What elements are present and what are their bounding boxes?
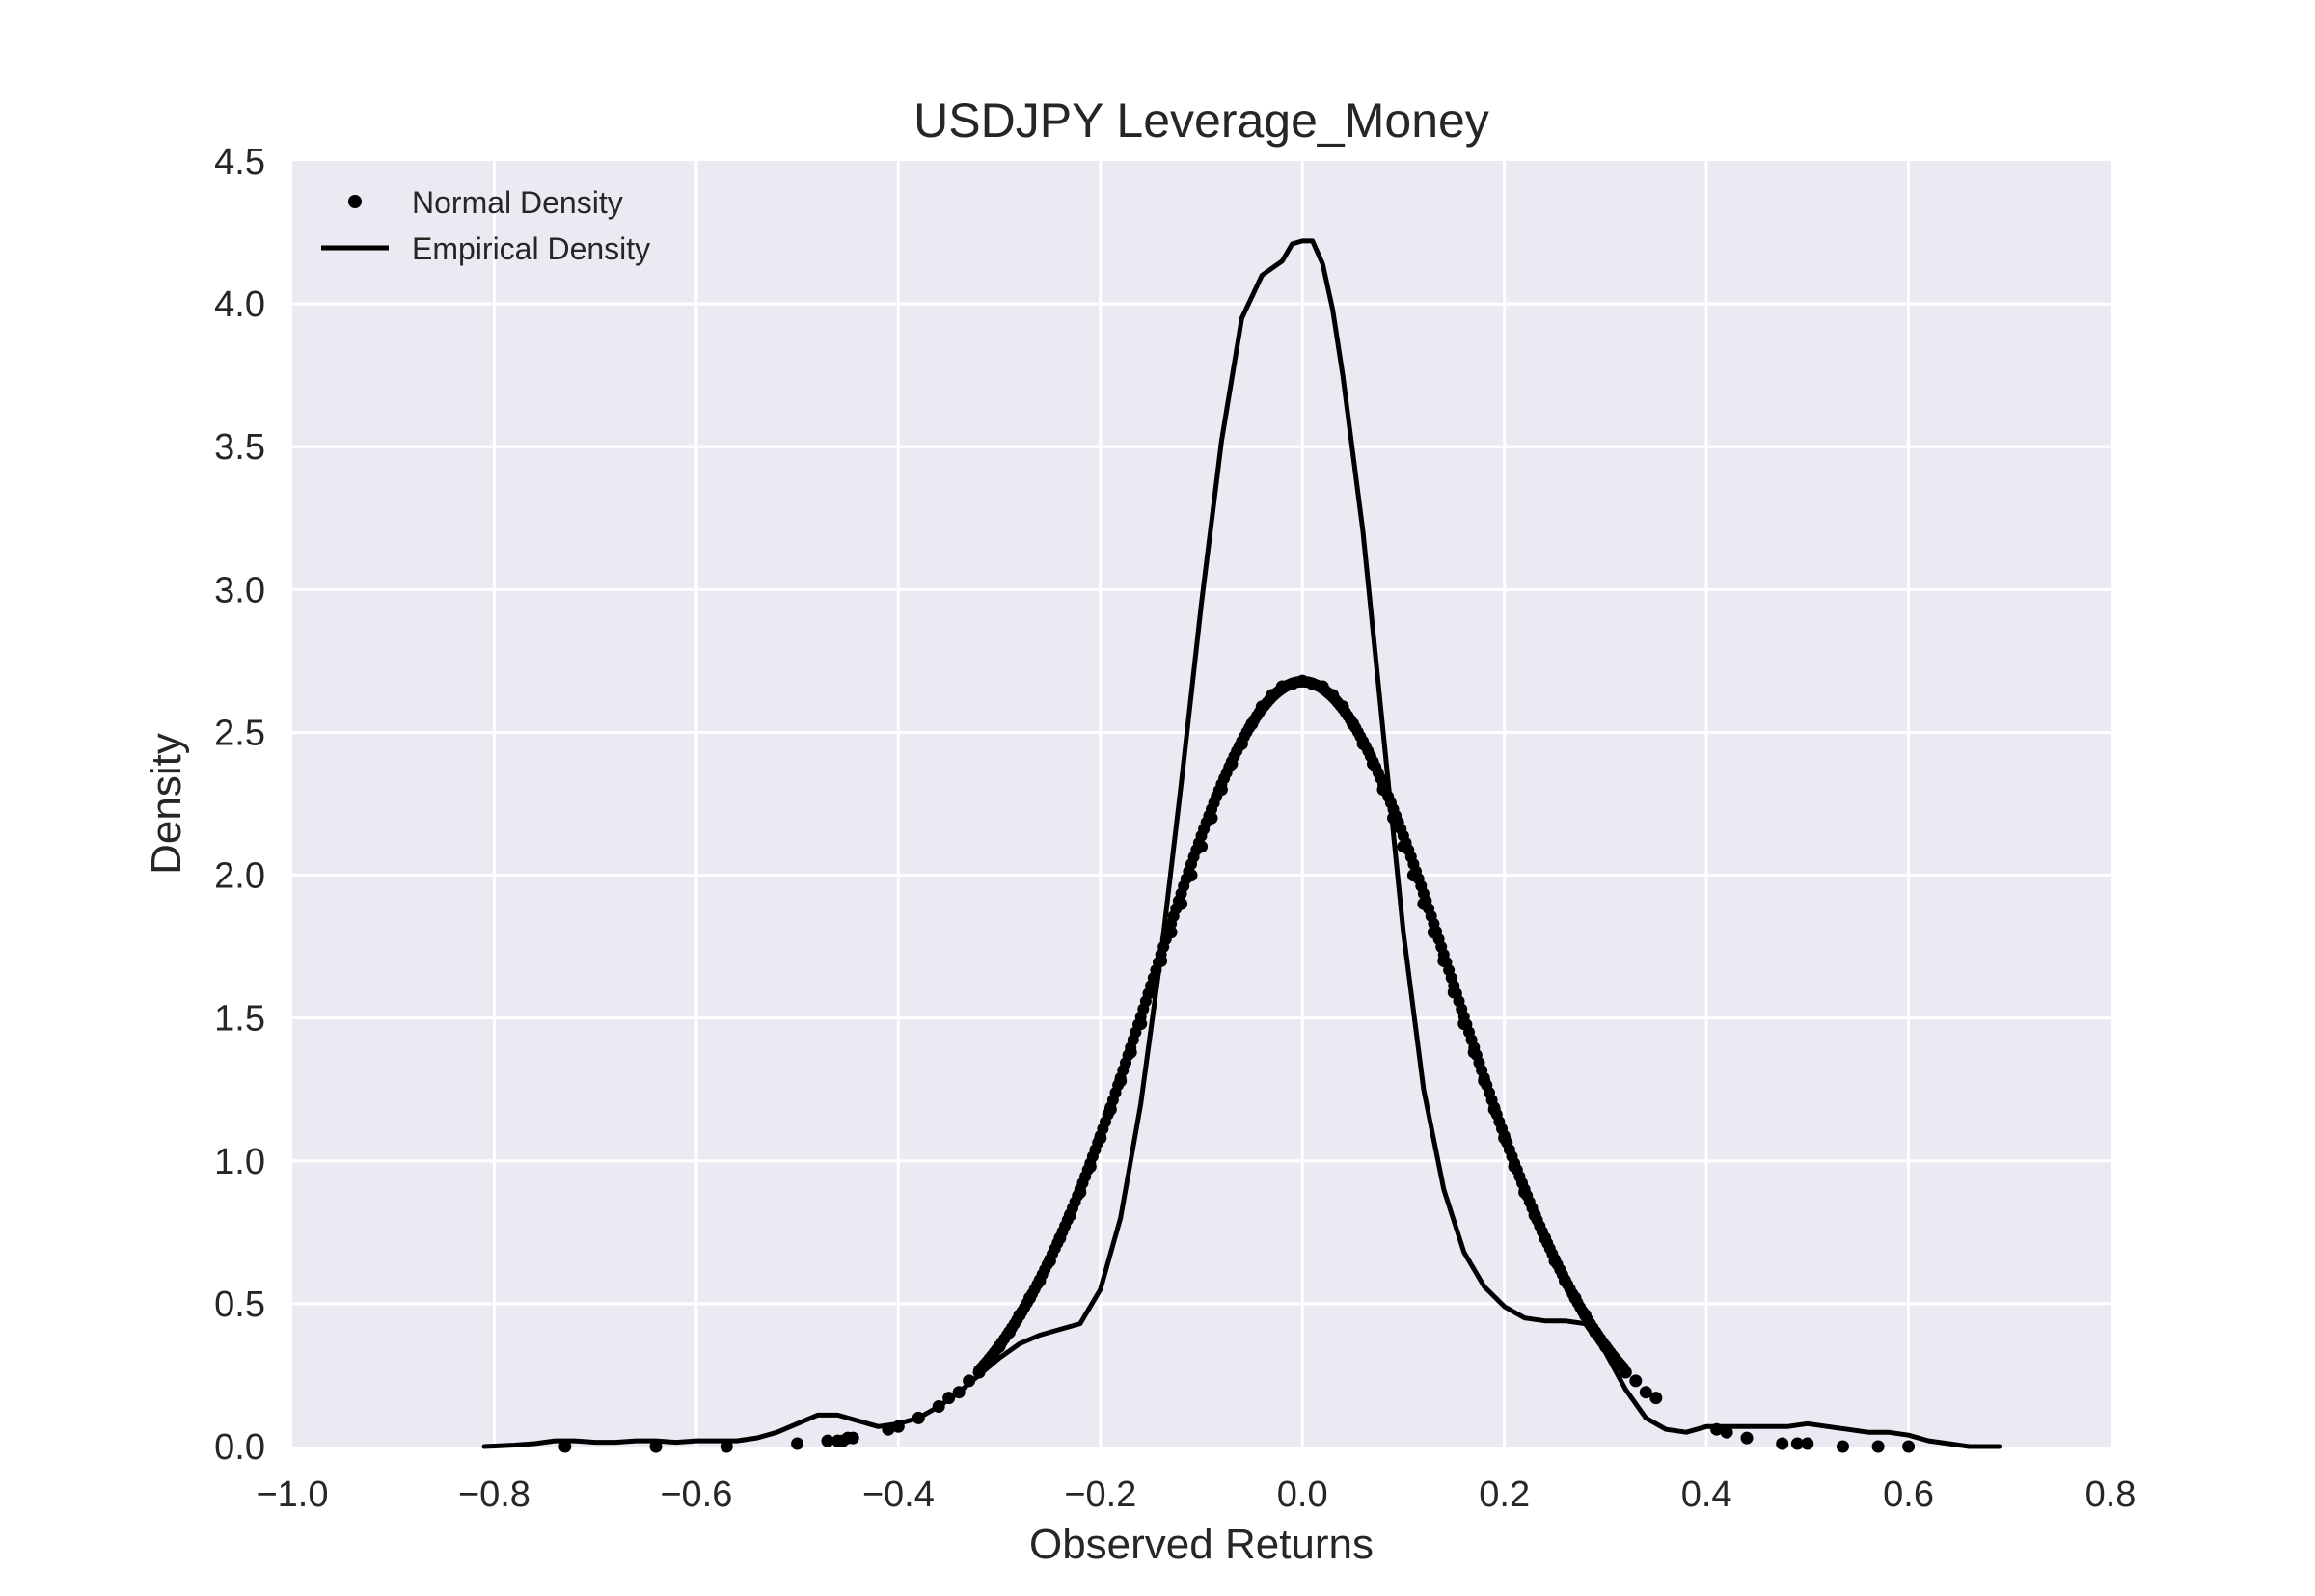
normal-density-point	[1740, 1431, 1754, 1445]
x-axis-ticks: −1.0 −0.8 −0.6 −0.4 −0.2 0.0 0.2 0.4 0.6 0.8	[256, 1474, 2136, 1515]
chart-title: USDJPY Leverage_Money	[913, 94, 1489, 148]
y-tick-label: 0.0	[214, 1427, 265, 1468]
normal-density-point	[1617, 1362, 1629, 1374]
x-tick-label: −0.2	[1064, 1474, 1136, 1515]
series-layer	[481, 238, 2002, 1453]
x-tick-label: −0.6	[660, 1474, 732, 1515]
legend: Normal Density Empirical Density	[321, 185, 650, 266]
x-tick-label: −0.8	[458, 1474, 531, 1515]
normal-density-point	[1801, 1437, 1814, 1450]
y-tick-label: 4.5	[214, 142, 265, 182]
normal-density-point	[1649, 1392, 1663, 1405]
normal-density-point	[1902, 1440, 1916, 1453]
y-tick-label: 3.5	[214, 427, 265, 468]
x-tick-label: −1.0	[256, 1474, 328, 1515]
normal-density-point	[1790, 1437, 1804, 1450]
x-tick-label: 0.2	[1479, 1474, 1530, 1515]
y-tick-label: 2.5	[214, 713, 265, 753]
x-tick-label: 0.0	[1277, 1474, 1328, 1515]
x-tick-label: 0.4	[1681, 1474, 1732, 1515]
y-tick-label: 3.0	[214, 570, 265, 610]
y-tick-label: 1.0	[214, 1142, 265, 1182]
y-axis-ticks: 0.0 0.5 1.0 1.5 2.0 2.5 3.0 3.5 4.0 4.5	[214, 142, 265, 1468]
legend-marker-normal-density	[348, 195, 362, 208]
normal-density-point	[1837, 1440, 1849, 1453]
empirical-density-line	[481, 238, 2002, 1449]
x-tick-label: 0.6	[1883, 1474, 1934, 1515]
x-tick-label: −0.4	[862, 1474, 935, 1515]
y-axis-label: Density	[143, 733, 190, 875]
normal-density-point	[720, 1440, 733, 1453]
normal-density-point	[791, 1437, 804, 1450]
normal-density-point	[558, 1440, 572, 1453]
x-tick-label: 0.8	[2085, 1474, 2137, 1515]
x-axis-label: Observed Returns	[1029, 1521, 1374, 1568]
normal-density-point	[1629, 1374, 1643, 1388]
y-tick-label: 0.5	[214, 1285, 265, 1325]
normal-density-point	[821, 1434, 834, 1447]
normal-density-point	[1871, 1440, 1885, 1453]
plot-area	[292, 161, 2111, 1447]
normal-density-point	[1639, 1386, 1652, 1399]
legend-label-empirical-density: Empirical Density	[412, 231, 650, 266]
normal-density-point	[1776, 1437, 1789, 1450]
y-tick-label: 4.0	[214, 284, 265, 325]
y-tick-label: 1.5	[214, 999, 265, 1040]
y-tick-label: 2.0	[214, 856, 265, 897]
normal-density-point	[1720, 1425, 1733, 1439]
legend-label-normal-density: Normal Density	[412, 185, 623, 220]
normal-density-point	[846, 1431, 859, 1445]
